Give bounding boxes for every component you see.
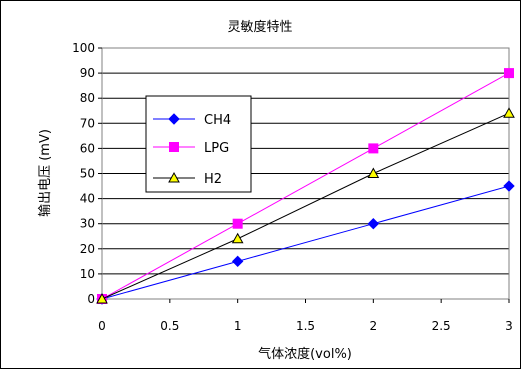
x-tick-labels: 0 0.5 1 1.5 2 2.5 3 <box>98 299 513 333</box>
y-tick-label: 70 <box>80 116 95 130</box>
y-tick-label: 50 <box>80 167 95 181</box>
data-point-lpg <box>368 143 379 154</box>
legend: CH4 LPG H2 <box>145 95 252 193</box>
series-line-ch4 <box>101 185 510 300</box>
data-point-h2 <box>231 232 244 244</box>
legend-marker-h2 <box>168 171 180 183</box>
data-point-h2 <box>503 107 515 118</box>
x-tick-label: 0.5 <box>160 319 179 333</box>
y-tick-label: 0 <box>87 292 95 306</box>
chart-title: 灵敏度特性 <box>227 19 292 35</box>
data-point-h2 <box>367 167 380 178</box>
legend-items: CH4 LPG H2 <box>153 113 231 187</box>
data-point-lpg <box>232 218 243 229</box>
series-line-h2 <box>101 112 510 300</box>
y-tick-label: 10 <box>80 267 95 281</box>
legend-label-lpg: LPG <box>204 141 229 156</box>
data-point-lpg <box>504 68 514 79</box>
y-tick-labels: 0 10 20 30 40 50 60 70 80 90 100 <box>72 41 102 306</box>
series-layer <box>96 68 515 305</box>
x-tick-label: 0 <box>98 319 106 333</box>
y-axis-title: 输出电压 (mV) <box>37 129 53 217</box>
series-line-lpg <box>101 72 510 300</box>
data-point-ch4 <box>231 255 244 268</box>
data-point-h2 <box>96 292 108 304</box>
x-tick-label: 1.5 <box>296 319 315 333</box>
x-tick-label: 2.5 <box>432 319 451 333</box>
y-tick-label: 80 <box>80 91 95 105</box>
data-point-ch4 <box>503 180 515 192</box>
legend-label-ch4: CH4 <box>204 113 231 128</box>
data-point-ch4 <box>367 217 380 230</box>
y-tick-label: 90 <box>80 66 95 80</box>
y-tick-label: 60 <box>80 141 95 155</box>
x-tick-label: 2 <box>370 319 378 333</box>
y-tick-label: 100 <box>72 41 95 55</box>
x-tick-label: 3 <box>505 319 513 333</box>
y-tick-label: 20 <box>80 242 95 256</box>
x-axis-title: 气体浓度(vol%) <box>258 346 352 362</box>
legend-box <box>145 95 252 193</box>
legend-marker-ch4 <box>168 113 180 125</box>
y-tick-label: 40 <box>80 192 95 206</box>
x-tick-label: 1 <box>234 319 242 333</box>
legend-marker-lpg <box>169 142 179 152</box>
y-tick-label: 30 <box>80 217 95 231</box>
legend-label-h2: H2 <box>204 172 222 187</box>
